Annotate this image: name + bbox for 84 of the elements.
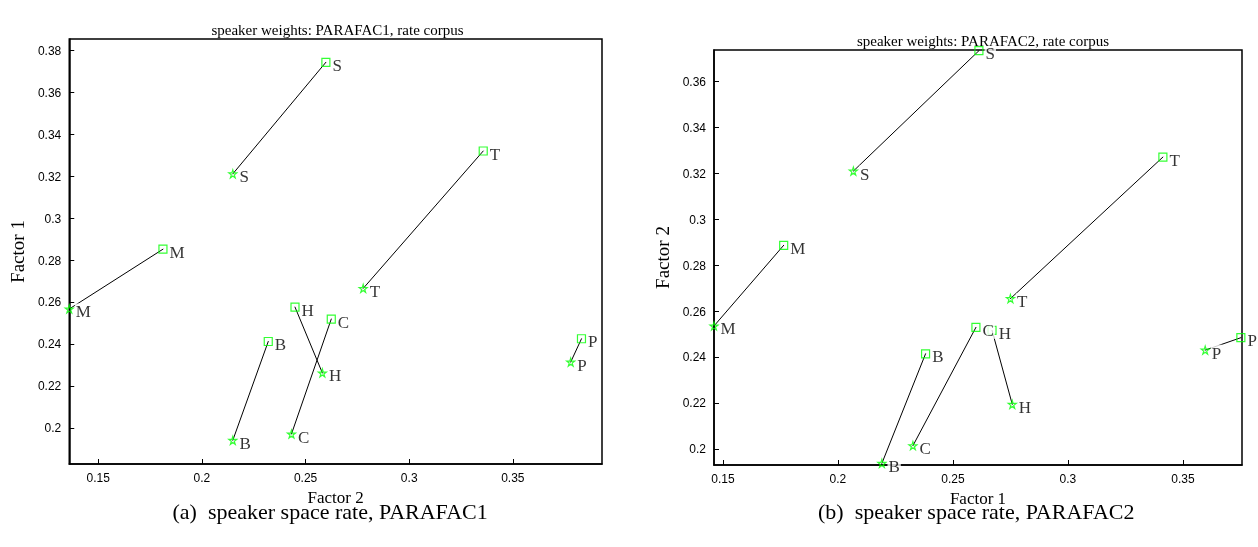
point bbox=[317, 368, 327, 378]
y-tick-label: 0.24 bbox=[37, 337, 62, 352]
y-tick-label: 0.38 bbox=[37, 43, 62, 58]
data-label: C bbox=[337, 312, 350, 332]
point bbox=[263, 336, 273, 347]
point bbox=[576, 334, 587, 344]
point bbox=[920, 349, 931, 359]
y-tick-label: 0.26 bbox=[37, 295, 62, 310]
x-axis-title: Factor 1 bbox=[949, 488, 1007, 508]
data-label: B bbox=[932, 347, 944, 367]
data-label: M bbox=[720, 319, 736, 339]
y-tick-label: 0.2 bbox=[689, 442, 707, 457]
data-label: T bbox=[1017, 292, 1029, 312]
point bbox=[286, 429, 297, 439]
point bbox=[290, 302, 300, 312]
y-tick-label: 0.3 bbox=[689, 212, 707, 227]
point bbox=[779, 240, 789, 250]
x-tick-label: 0.15 bbox=[86, 471, 111, 485]
data-label: C bbox=[298, 427, 310, 447]
data-label: S bbox=[859, 164, 870, 184]
data-label: P bbox=[1211, 343, 1222, 363]
y-tick-label: 0.3 bbox=[44, 211, 62, 226]
data-label: S bbox=[332, 55, 342, 75]
point bbox=[877, 458, 887, 468]
x-tick-label: 0.25 bbox=[293, 471, 318, 485]
data-label: T bbox=[369, 281, 381, 301]
y-axis-title: Factor 1 bbox=[7, 220, 28, 283]
data-label: H bbox=[328, 366, 342, 386]
y-tick-label: 0.32 bbox=[682, 166, 707, 181]
point bbox=[478, 146, 488, 156]
point bbox=[158, 244, 168, 254]
data-label: P bbox=[577, 355, 587, 375]
point bbox=[709, 321, 719, 331]
x-tick-label: 0.25 bbox=[941, 472, 965, 486]
chart-title: speaker weights: PARAFAC1, rate corpus bbox=[211, 21, 464, 38]
y-tick-label: 0.22 bbox=[682, 396, 707, 411]
y-tick-label: 0.22 bbox=[37, 379, 62, 394]
y-tick-label: 0.26 bbox=[682, 304, 707, 319]
data-label: P bbox=[588, 332, 598, 352]
y-tick-label: 0.34 bbox=[37, 127, 62, 142]
y-tick-label: 0.34 bbox=[682, 120, 707, 135]
data-label: M bbox=[790, 238, 806, 258]
point bbox=[358, 283, 368, 294]
data-label: H bbox=[301, 300, 314, 320]
x-tick-label: 0.2 bbox=[193, 471, 211, 485]
data-label: S bbox=[239, 167, 249, 187]
point bbox=[848, 166, 858, 176]
data-label: B bbox=[274, 334, 287, 354]
data-label: P bbox=[1247, 331, 1257, 351]
point bbox=[1236, 333, 1246, 343]
x-tick-label: 0.35 bbox=[501, 471, 525, 485]
point bbox=[971, 322, 981, 332]
point bbox=[1200, 345, 1210, 355]
y-tick-label: 0.2 bbox=[44, 421, 62, 436]
data-label: B bbox=[888, 456, 900, 476]
data-label: M bbox=[169, 242, 185, 262]
data-label: H bbox=[998, 323, 1011, 343]
point bbox=[64, 304, 74, 314]
y-tick-label: 0.32 bbox=[37, 169, 62, 184]
point bbox=[321, 57, 331, 67]
data-label: C bbox=[919, 439, 931, 459]
point bbox=[228, 435, 238, 445]
data-label: B bbox=[239, 433, 251, 453]
y-tick-label: 0.36 bbox=[682, 74, 707, 89]
x-tick-label: 0.3 bbox=[1059, 472, 1077, 486]
y-tick-label: 0.36 bbox=[37, 85, 62, 100]
point bbox=[566, 357, 576, 367]
data-label: M bbox=[75, 302, 91, 322]
data-label: H bbox=[1018, 397, 1032, 417]
data-label: T bbox=[489, 144, 501, 164]
point bbox=[1007, 399, 1017, 409]
point bbox=[228, 169, 238, 179]
y-tick-label: 0.24 bbox=[682, 350, 707, 365]
y-tick-label: 0.28 bbox=[37, 253, 62, 268]
data-label: T bbox=[1169, 150, 1181, 170]
y-tick-label: 0.28 bbox=[682, 258, 707, 273]
x-tick-label: 0.3 bbox=[400, 471, 418, 485]
x-tick-label: 0.35 bbox=[1171, 472, 1195, 486]
x-tick-label: 0.15 bbox=[711, 472, 735, 486]
point bbox=[1158, 152, 1168, 162]
y-axis-title: Factor 2 bbox=[651, 226, 673, 289]
x-tick-label: 0.2 bbox=[829, 472, 847, 486]
data-label: C bbox=[982, 320, 994, 340]
point bbox=[326, 314, 336, 324]
